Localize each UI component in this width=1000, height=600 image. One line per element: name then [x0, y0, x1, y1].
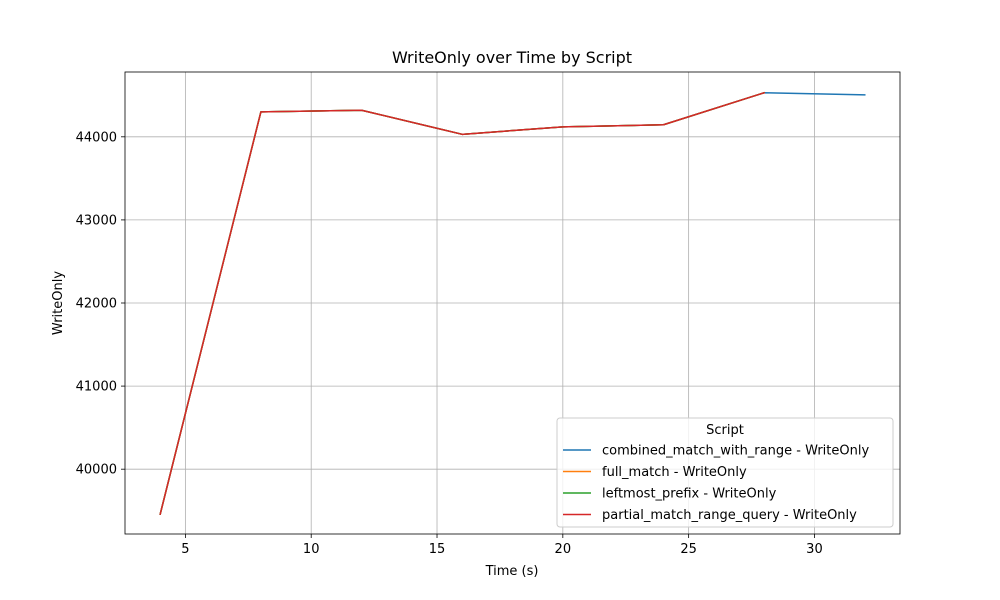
x-tick-label: 20 [555, 542, 572, 557]
legend-label-2: leftmost_prefix - WriteOnly [602, 487, 777, 502]
plot-area: 5 10 15 20 25 30 40000 41000 42000 43000 44000 [76, 71, 901, 557]
y-axis-title: WriteOnly [51, 271, 66, 335]
y-tick-label: 44000 [76, 130, 117, 145]
y-tick-label: 43000 [76, 213, 117, 228]
x-tick-label: 30 [806, 542, 823, 557]
y-tick-label: 42000 [76, 297, 117, 312]
legend: Script combined_match_with_range - WriteO… [556, 417, 894, 528]
y-tick-label: 40000 [76, 463, 117, 478]
legend-label-0: combined_match_with_range - WriteOnly [602, 444, 869, 459]
x-tick-label: 15 [429, 542, 446, 557]
x-tick-label: 10 [303, 542, 320, 557]
legend-box [556, 417, 894, 528]
x-tick-label: 25 [680, 542, 697, 557]
chart-title: WriteOnly over Time by Script [392, 48, 632, 67]
series-line-3 [159, 91, 766, 515]
y-tick-label: 41000 [76, 380, 117, 395]
x-tick-label: 5 [181, 542, 189, 557]
legend-label-3: partial_match_range_query - WriteOnly [602, 508, 857, 523]
legend-title: Script [706, 423, 744, 438]
x-axis-title: Time (s) [485, 564, 539, 579]
legend-label-1: full_match - WriteOnly [602, 465, 747, 480]
